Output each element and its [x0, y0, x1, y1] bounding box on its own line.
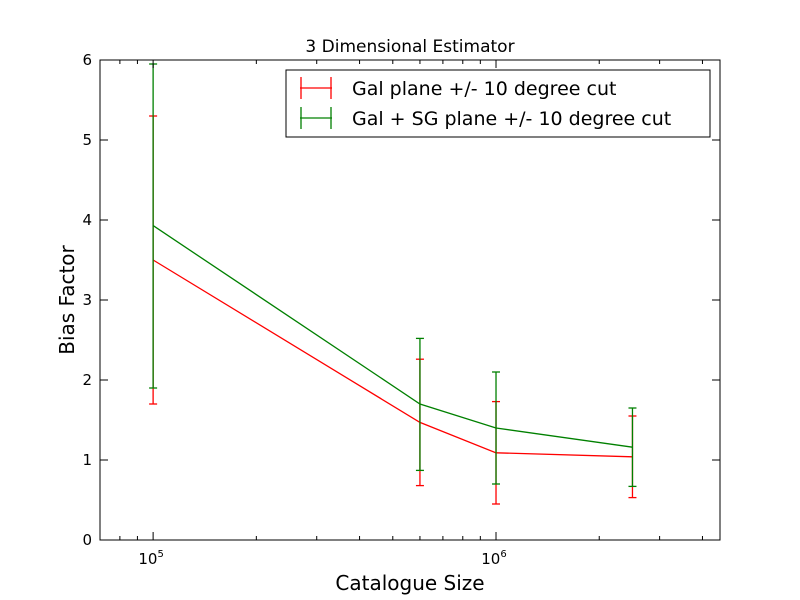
y-axis-label: Bias Factor — [55, 244, 79, 354]
x-tick-label: 106 — [481, 549, 506, 568]
error-bar-s2-p3 — [492, 371, 501, 485]
x-axis-label: Catalogue Size — [335, 571, 484, 595]
legend-label: Gal + SG plane +/- 10 degree cut — [352, 108, 671, 130]
series-line-1 — [152, 259, 633, 458]
legend: Gal plane +/- 10 degree cut Gal + SG plan… — [285, 69, 711, 138]
y-tick-label: 1 — [82, 451, 92, 469]
y-tick-label: 3 — [82, 291, 92, 309]
error-bar-s2-p2 — [415, 337, 424, 472]
series-line-2 — [152, 225, 633, 448]
legend-box — [285, 69, 711, 138]
legend-label: Gal plane +/- 10 degree cut — [352, 78, 616, 100]
error-bar-s2-p4 — [628, 407, 637, 488]
legend-entry-1: Gal plane +/- 10 degree cut — [300, 77, 616, 100]
y-tick-label: 6 — [82, 51, 92, 69]
y-tick-label: 0 — [82, 531, 92, 549]
x-tick-label: 105 — [138, 549, 163, 568]
legend-entry-2: Gal + SG plane +/- 10 degree cut — [300, 107, 671, 130]
y-tick-label: 2 — [82, 371, 92, 389]
chart-title: 3 Dimensional Estimator — [305, 37, 514, 57]
series-2 — [149, 63, 637, 488]
y-tick-label: 4 — [82, 211, 92, 229]
y-tick-label: 5 — [82, 131, 92, 149]
